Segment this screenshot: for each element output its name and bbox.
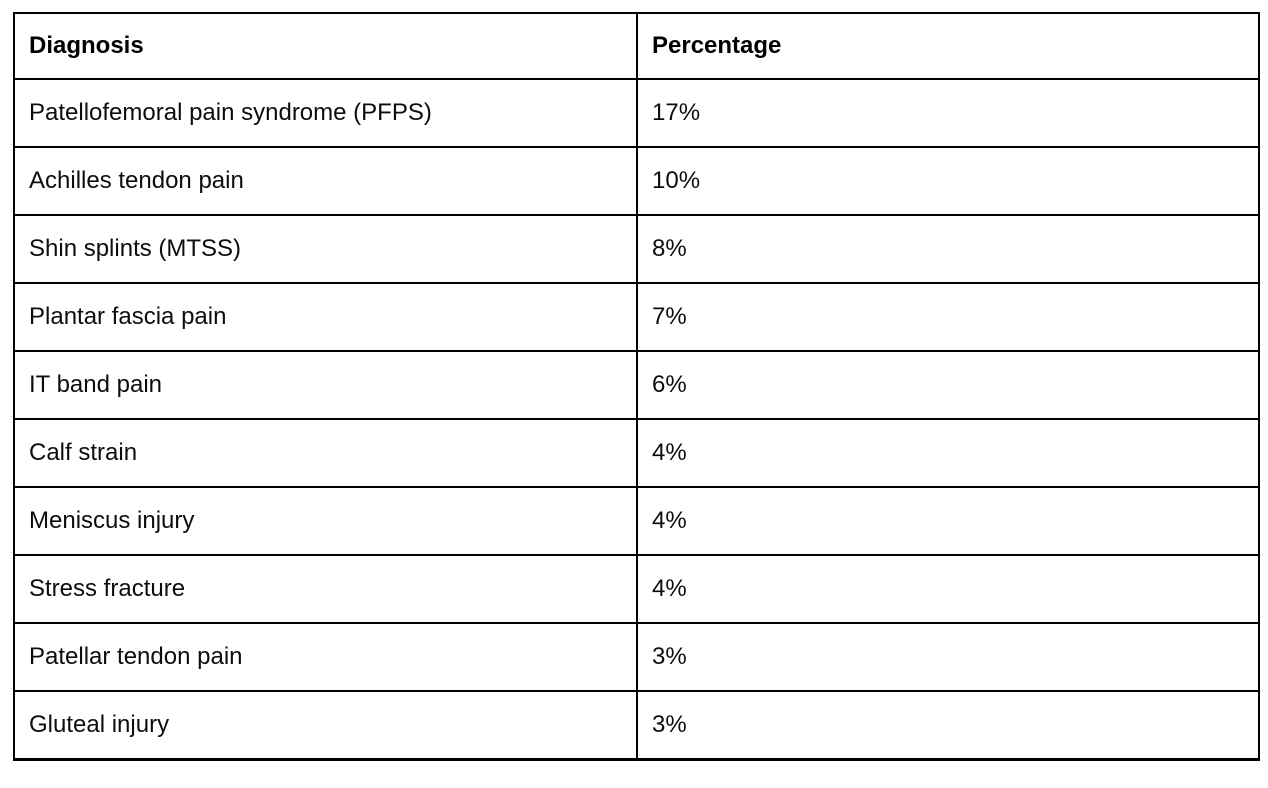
diagnosis-cell: Gluteal injury	[13, 690, 638, 761]
table-row: Shin splints (MTSS) 8%	[13, 214, 1260, 284]
percentage-cell: 3%	[636, 622, 1260, 692]
diagnosis-cell: Stress fracture	[13, 554, 638, 624]
table-row: Achilles tendon pain 10%	[13, 146, 1260, 216]
diagnosis-cell: Meniscus injury	[13, 486, 638, 556]
diagnosis-cell: Plantar fascia pain	[13, 282, 638, 352]
percentage-cell: 17%	[636, 78, 1260, 148]
table-row: Patellar tendon pain 3%	[13, 622, 1260, 692]
table-row: Gluteal injury 3%	[13, 690, 1260, 761]
percentage-cell: 4%	[636, 554, 1260, 624]
column-header-diagnosis: Diagnosis	[13, 12, 638, 80]
diagnosis-percentage-table: Diagnosis Percentage Patellofemoral pain…	[13, 12, 1260, 761]
table-row: Meniscus injury 4%	[13, 486, 1260, 556]
percentage-cell: 3%	[636, 690, 1260, 761]
diagnosis-cell: Patellofemoral pain syndrome (PFPS)	[13, 78, 638, 148]
table-row: Plantar fascia pain 7%	[13, 282, 1260, 352]
table-row: Patellofemoral pain syndrome (PFPS) 17%	[13, 78, 1260, 148]
diagnosis-cell: Calf strain	[13, 418, 638, 488]
table-row: Stress fracture 4%	[13, 554, 1260, 624]
table-row: Calf strain 4%	[13, 418, 1260, 488]
diagnosis-cell: Shin splints (MTSS)	[13, 214, 638, 284]
percentage-cell: 10%	[636, 146, 1260, 216]
percentage-cell: 6%	[636, 350, 1260, 420]
table-row: IT band pain 6%	[13, 350, 1260, 420]
percentage-cell: 8%	[636, 214, 1260, 284]
diagnosis-cell: IT band pain	[13, 350, 638, 420]
diagnosis-cell: Achilles tendon pain	[13, 146, 638, 216]
percentage-cell: 4%	[636, 418, 1260, 488]
diagnosis-cell: Patellar tendon pain	[13, 622, 638, 692]
table-header: Diagnosis Percentage	[13, 12, 1260, 80]
percentage-cell: 4%	[636, 486, 1260, 556]
header-row: Diagnosis Percentage	[13, 12, 1260, 80]
table-body: Patellofemoral pain syndrome (PFPS) 17% …	[13, 78, 1260, 761]
percentage-cell: 7%	[636, 282, 1260, 352]
column-header-percentage: Percentage	[636, 12, 1260, 80]
